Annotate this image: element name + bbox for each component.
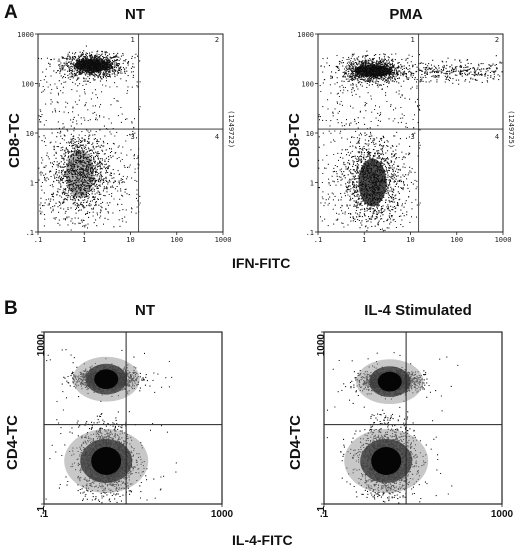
- plot-title-b-il4: IL-4 Stimulated: [364, 302, 472, 319]
- density-plot-b-il4: .1 1000 1000 .1: [316, 331, 514, 520]
- plot-title-a-pma: PMA: [389, 6, 423, 23]
- y-tick-label: 1000: [316, 334, 327, 357]
- ylabel-a-pma: CD8-TC: [286, 113, 303, 168]
- x-tick-label: 1000: [495, 236, 512, 244]
- quadrant-number: 3: [131, 133, 135, 141]
- quadrant-number: 4: [215, 133, 219, 141]
- ylabel-a-nt: CD8-TC: [6, 113, 23, 168]
- panel-letter-b: B: [4, 298, 18, 319]
- density-contour-core: [377, 371, 402, 392]
- x-tick-label: 1000: [491, 509, 514, 520]
- x-tick-label: 10: [126, 236, 134, 244]
- y-tick-label: .1: [36, 506, 47, 515]
- x-tick-label: 1: [82, 236, 86, 244]
- quadrant-number: 1: [131, 36, 135, 44]
- dense-population-band: [354, 64, 391, 77]
- x-tick-label: .1: [314, 236, 322, 244]
- y-tick-label: .1: [306, 229, 314, 237]
- density-contour-core: [91, 447, 122, 475]
- plot-title-b-nt: NT: [135, 302, 155, 319]
- ylabel-b-nt: CD4-TC: [4, 415, 21, 470]
- y-tick-label: 100: [21, 81, 34, 89]
- side-event-count: (1249722): [227, 110, 235, 148]
- quadrant-number: 1: [411, 36, 415, 44]
- plot-title-a-nt: NT: [125, 6, 145, 23]
- scatter-plot-a-nt: .1 1 10 100 1000 1000 100 10 1 .1 1 2 3 4 (1249722): [17, 31, 235, 244]
- y-tick-label: 1000: [297, 31, 314, 39]
- y-tick-label: 10: [306, 130, 314, 138]
- y-tick-label: 1000: [36, 334, 47, 357]
- y-tick-label: 100: [301, 81, 314, 89]
- scatter-plot-a-pma: .1 1 10 100 1000 1000 100 10 1 .1 1 2 3 4 (1249725): [297, 31, 515, 244]
- density-contour-core: [371, 447, 402, 475]
- quadrant-number: 4: [495, 133, 499, 141]
- quadrant-number: 3: [411, 133, 415, 141]
- density-contour-core: [94, 369, 119, 389]
- x-tick-label: .1: [320, 509, 329, 520]
- panel-letter-a: A: [4, 2, 18, 23]
- y-tick-label: .1: [26, 229, 34, 237]
- y-tick-label: .1: [316, 506, 327, 515]
- x-tick-label: 1000: [215, 236, 232, 244]
- x-tick-label: 100: [450, 236, 463, 244]
- y-tick-label: 1: [30, 180, 34, 188]
- y-tick-label: 1: [310, 180, 314, 188]
- quadrant-number: 2: [495, 36, 499, 44]
- xlabel-b: IL-4-FITC: [232, 532, 293, 548]
- dense-population-core: [65, 149, 94, 198]
- y-tick-label: 1000: [17, 31, 34, 39]
- x-tick-label: .1: [40, 509, 49, 520]
- xlabel-a: IFN-FITC: [232, 255, 291, 271]
- y-tick-label: 10: [26, 130, 34, 138]
- quadrant-number: 2: [215, 36, 219, 44]
- ylabel-b-il4: CD4-TC: [287, 415, 304, 470]
- x-tick-label: 1: [362, 236, 366, 244]
- x-tick-label: 100: [170, 236, 183, 244]
- x-tick-label: .1: [34, 236, 42, 244]
- dense-population-core: [358, 158, 387, 207]
- dense-population-band: [74, 59, 111, 72]
- side-event-count: (1249725): [507, 110, 515, 148]
- density-plot-b-nt: .1 1000 1000 .1: [36, 331, 234, 520]
- x-tick-label: 1000: [211, 509, 234, 520]
- x-tick-label: 10: [406, 236, 414, 244]
